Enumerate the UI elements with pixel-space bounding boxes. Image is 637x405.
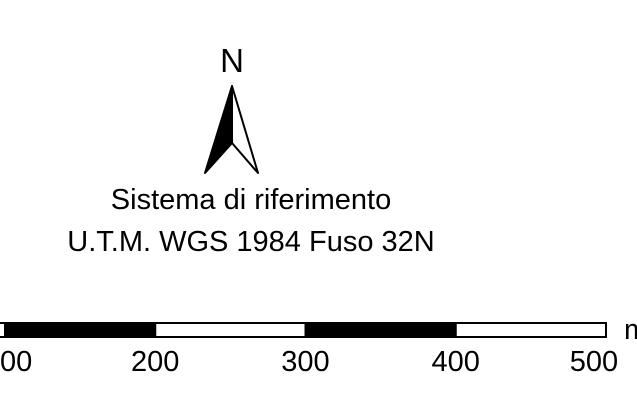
- scale-bar-segment-1: [4, 322, 157, 338]
- north-arrow-light-half: [231, 85, 259, 174]
- scale-bar-segment-3: [304, 322, 457, 338]
- reference-system-title: Sistema di riferimento: [110, 184, 392, 216]
- north-label: N: [220, 42, 244, 79]
- scale-bar-tick-label: 00: [0, 346, 33, 378]
- scale-bar-tick-label: 500: [569, 346, 619, 378]
- scale-bar-tick-label: 400: [431, 346, 480, 378]
- reference-system-projection: U.T.M. WGS 1984 Fuso 32N: [67, 226, 435, 258]
- scale-bar-unit: m: [624, 314, 637, 346]
- scale-bar-tick-label: 300: [281, 346, 330, 378]
- scale-bar-tick-label: 200: [131, 346, 180, 378]
- scale-bar-segment-4: [454, 322, 607, 338]
- scale-bar-segment-2: [154, 322, 307, 338]
